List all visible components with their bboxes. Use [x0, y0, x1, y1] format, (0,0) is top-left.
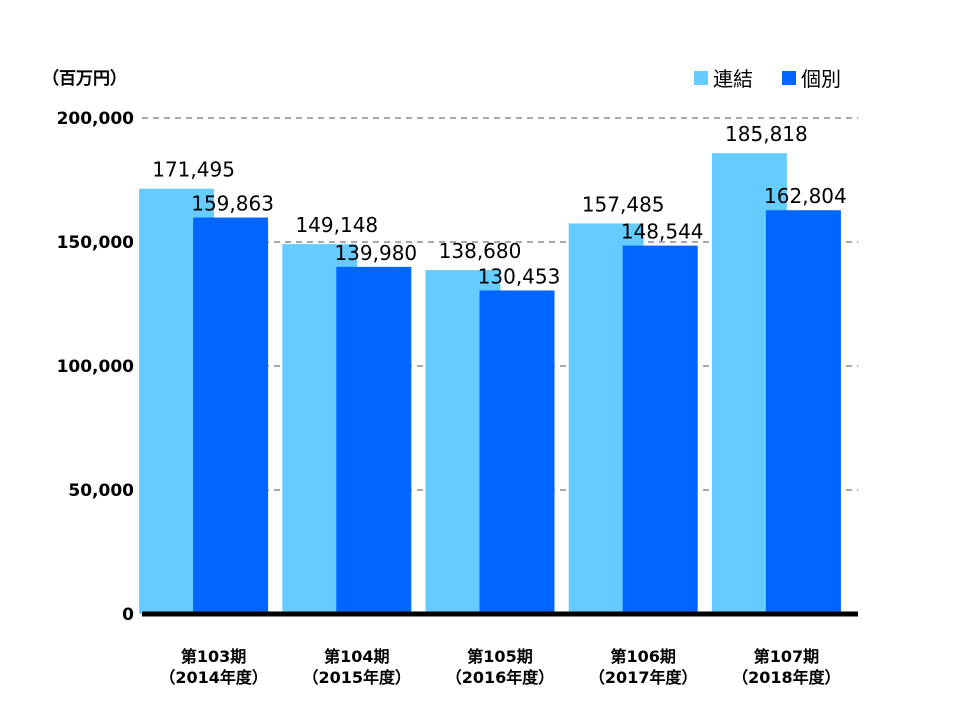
data-label-standalone: 139,980: [334, 241, 417, 265]
y-tick-label: 150,000: [57, 233, 135, 253]
legend: 連結 個別: [694, 67, 841, 91]
x-category-period: 第105期: [467, 647, 532, 666]
legend-swatch-standalone: [782, 71, 796, 85]
x-category-period: 第107期: [754, 647, 819, 666]
data-label-standalone: 148,544: [621, 220, 704, 244]
legend-swatch-consolidated: [694, 71, 708, 85]
x-category-period: 第104期: [324, 647, 389, 666]
legend-label-consolidated: 連結: [713, 67, 753, 91]
x-category-year: （2014年度）: [159, 668, 268, 687]
y-tick-label: 50,000: [68, 481, 134, 501]
bar-standalone: [336, 266, 412, 614]
x-category-period: 第103期: [181, 647, 246, 666]
x-category-period: 第106期: [610, 647, 675, 666]
x-category-year: （2018年度）: [732, 668, 841, 687]
y-tick-label: 0: [122, 605, 134, 625]
data-label-consolidated: 149,148: [295, 213, 378, 237]
bar-standalone: [479, 290, 555, 614]
data-label-standalone: 159,863: [191, 192, 274, 216]
y-tick-label: 100,000: [57, 357, 135, 377]
data-label-standalone: 130,453: [478, 264, 561, 288]
data-labels: 171,495 159,863 149,148 139,980 138,680130,4…: [152, 122, 847, 288]
x-category-year: （2015年度）: [303, 668, 412, 687]
data-label-consolidated: 171,495: [152, 158, 235, 182]
bar-standalone: [765, 210, 841, 614]
data-label-standalone: 162,804: [764, 184, 847, 208]
data-label-consolidated: 138,680: [439, 239, 522, 263]
y-tick-label: 200,000: [57, 109, 135, 129]
bars: [139, 153, 841, 615]
data-label-consolidated: 157,485: [582, 192, 665, 216]
legend-label-standalone: 個別: [801, 67, 841, 91]
x-category-year: （2017年度）: [589, 668, 698, 687]
y-axis-ticks: 0 50,000 100,000 150,000 200,000: [57, 109, 135, 625]
x-axis-categories: 第103期 （2014年度） 第104期 （2015年度） 第105期 （2016年度） 第…: [159, 647, 840, 687]
bar-standalone: [193, 217, 269, 614]
x-category-year: （2016年度）: [446, 668, 555, 687]
bar-standalone: [622, 245, 698, 614]
data-label-consolidated: 185,818: [725, 122, 808, 146]
y-axis-unit-label: （百万円）: [42, 68, 127, 89]
